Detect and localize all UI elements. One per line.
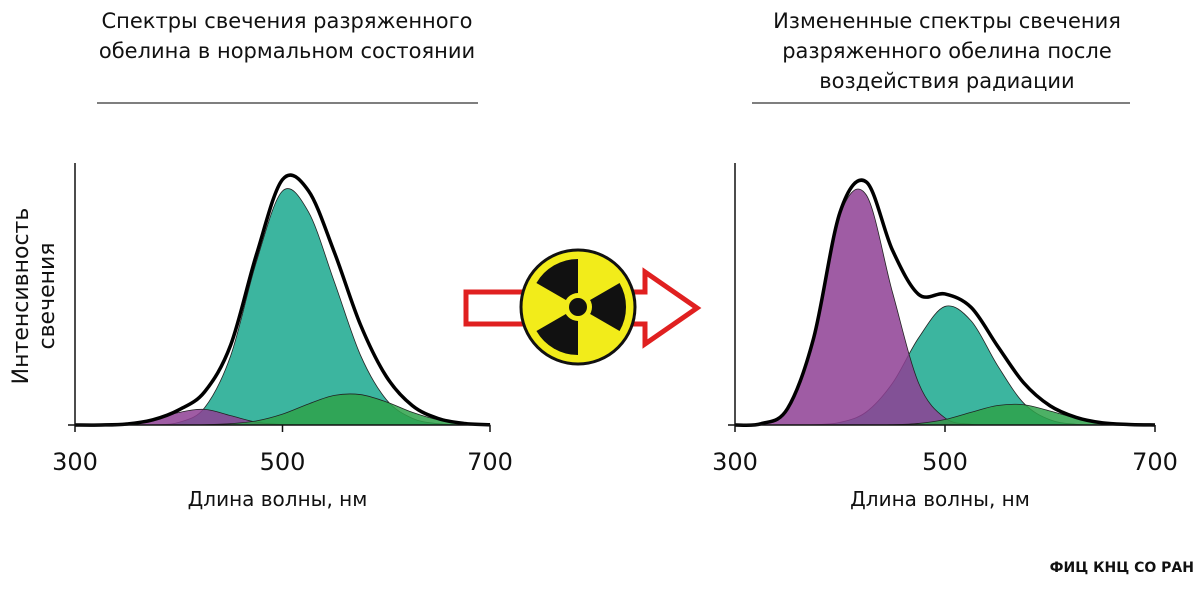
source: ФИЦ КНЦ СО РАН	[1049, 560, 1194, 576]
x-tick-label: 300	[712, 448, 758, 476]
chart-title: Спектры свечения разряженного обелина в …	[98, 9, 476, 63]
component-area	[74, 188, 491, 426]
x-tick-label: 500	[260, 448, 306, 476]
chart-title: Измененные спектры свечения разряженного…	[773, 9, 1121, 93]
envelope-line	[734, 178, 1156, 428]
x-tick-label: 500	[922, 448, 968, 476]
radiation-arrow	[463, 248, 702, 366]
x-tick-label: 700	[1132, 448, 1178, 476]
envelope-line	[74, 173, 491, 427]
x-axis-label: Длина волны, нм	[850, 487, 1030, 511]
x-tick-label: 700	[467, 448, 513, 476]
x-tick-label: 300	[52, 448, 98, 476]
y-axis-label: Интенсивность свечения	[9, 207, 60, 385]
x-axis-label: Длина волны, нм	[188, 487, 368, 511]
